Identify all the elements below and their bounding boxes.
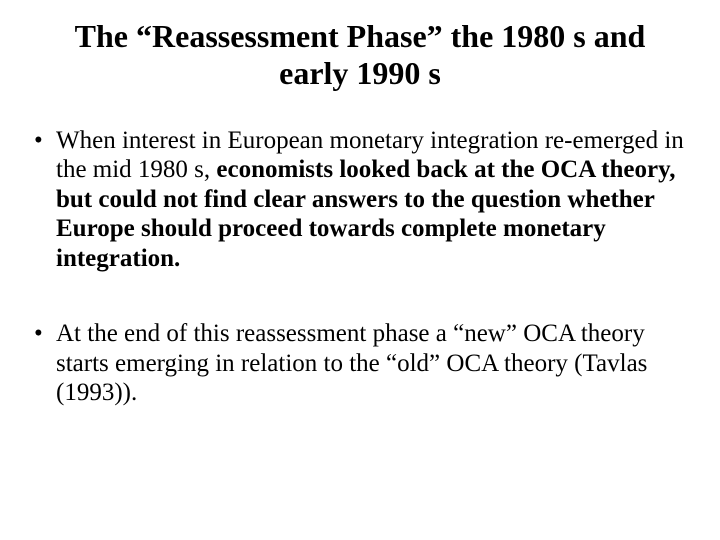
bullet-item: At the end of this reassessment phase a … [28,319,692,408]
bullet-text-prefix: At the end of this reassessment phase a … [56,320,647,406]
bullet-list: When interest in European monetary integ… [28,126,692,408]
bullet-item: When interest in European monetary integ… [28,126,692,274]
slide-title: The “Reassessment Phase” the 1980 s and … [60,18,660,92]
slide: The “Reassessment Phase” the 1980 s and … [0,0,720,540]
